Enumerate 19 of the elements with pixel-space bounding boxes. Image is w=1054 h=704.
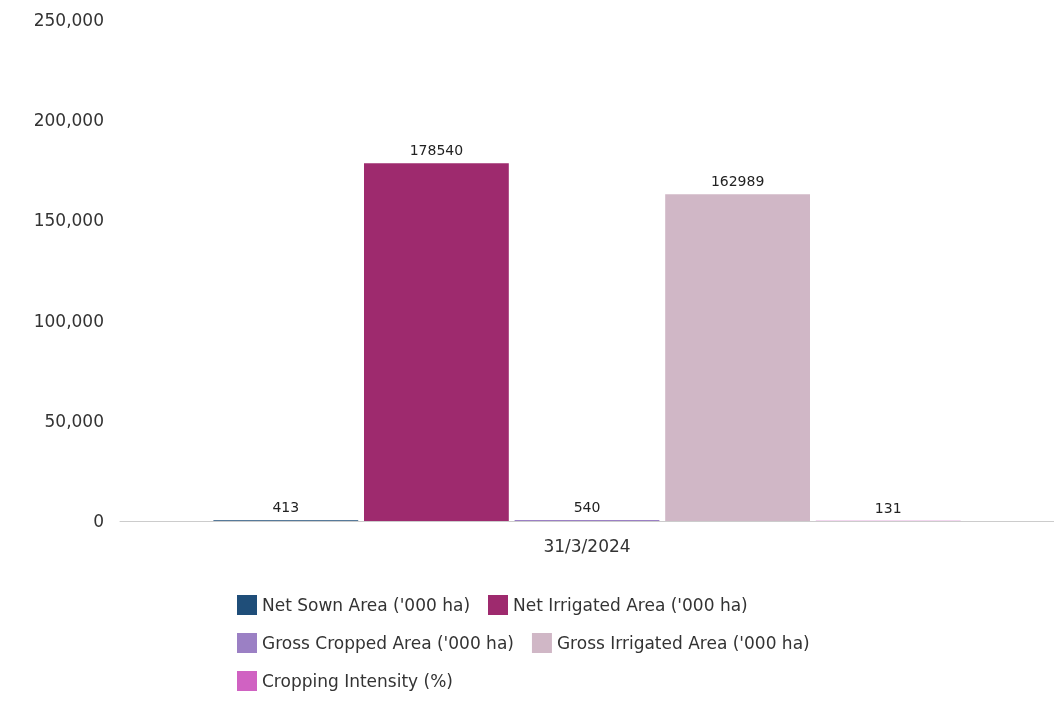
data-label: 162989 — [710, 173, 765, 190]
legend-label: Cropping Intensity (%) — [262, 671, 453, 691]
data-label: 178540 — [409, 142, 464, 159]
legend-label: Gross Cropped Area ('000 ha) — [262, 633, 514, 653]
y-tick-label: 50,000 — [44, 410, 104, 431]
legend-label: Net Sown Area ('000 ha) — [262, 595, 471, 615]
y-tick-label: 200,000 — [33, 110, 104, 131]
data-label: 540 — [573, 498, 601, 515]
y-tick-label: 0 — [93, 511, 104, 531]
y-tick-label: 100,000 — [33, 310, 104, 331]
data-label: 413 — [272, 499, 300, 516]
data-label: 131 — [874, 499, 902, 516]
bar — [364, 163, 509, 521]
y-tick-label: 250,000 — [33, 10, 104, 30]
bar — [665, 194, 810, 521]
y-tick-label: 150,000 — [33, 210, 104, 231]
legend-label: Net Irrigated Area ('000 ha) — [513, 595, 748, 615]
x-tick-label: 31/3/2024 — [543, 535, 631, 556]
legend-label: Gross Irrigated Area ('000 ha) — [556, 633, 810, 653]
